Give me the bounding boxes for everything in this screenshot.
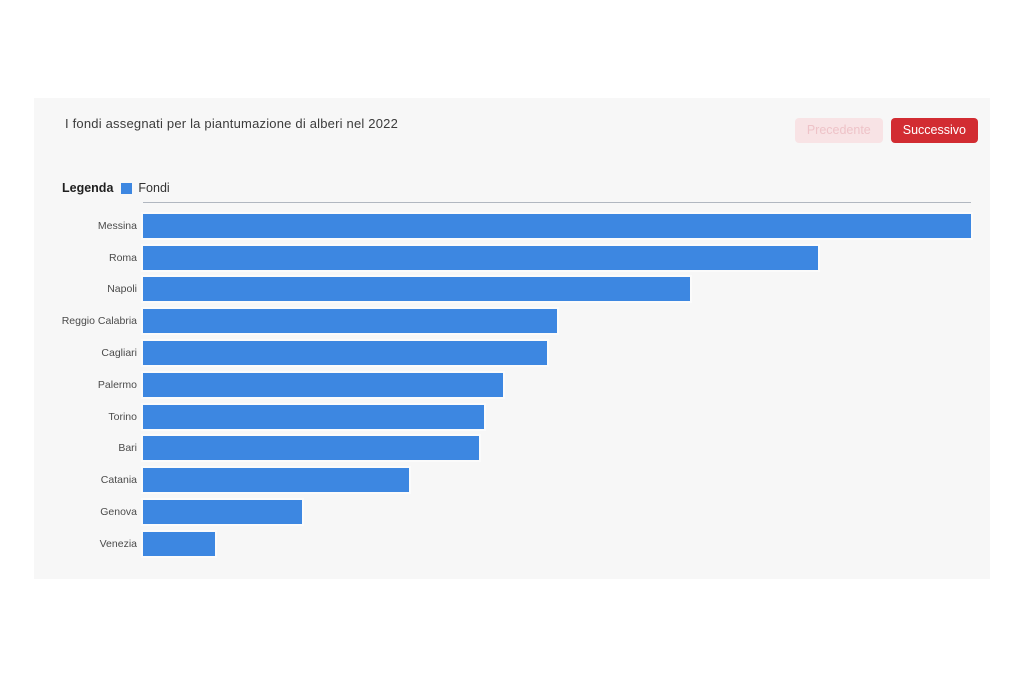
legend-title: Legenda: [62, 181, 114, 195]
chart-row: Cagliari: [34, 337, 990, 369]
bar-fondi: [143, 277, 691, 302]
chart-row: Torino: [34, 401, 990, 433]
chart-title: I fondi assegnati per la piantumazione d…: [65, 116, 399, 131]
chart-row: Catania: [34, 464, 990, 496]
category-label: Venezia: [99, 537, 137, 550]
chart-row: Roma: [34, 242, 990, 274]
category-label: Messina: [97, 219, 137, 232]
bar-track: [143, 309, 971, 334]
pagination-buttons: Precedente Successivo: [794, 118, 978, 143]
bar-fondi: [143, 309, 557, 334]
chart-card: I fondi assegnati per la piantumazione d…: [34, 98, 990, 579]
bar-track: [143, 500, 971, 525]
bar-track: [143, 372, 971, 397]
previous-button[interactable]: Precedente: [794, 118, 883, 143]
category-label: Catania: [100, 474, 137, 487]
bar-fondi: [143, 341, 548, 366]
legend-item-label: Fondi: [138, 181, 170, 195]
bar-fondi: [143, 468, 409, 493]
bar-fondi: [143, 436, 480, 461]
chart-row: Palermo: [34, 369, 990, 401]
bar-fondi: [143, 372, 504, 397]
category-label: Torino: [108, 410, 137, 423]
category-label: Reggio Calabria: [61, 315, 137, 328]
bar-track: [143, 277, 971, 302]
chart-row: Messina: [34, 210, 990, 242]
bar-track: [143, 404, 971, 429]
chart-rows: Messina Roma Napoli Reggio Calabria Cagliari…: [34, 203, 990, 560]
bar-fondi: [143, 213, 971, 238]
category-label: Bari: [118, 442, 137, 455]
bar-track: [143, 468, 971, 493]
bar-fondi: [143, 531, 216, 556]
category-label: Cagliari: [101, 347, 137, 360]
chart-row: Venezia: [34, 528, 990, 560]
chart-row: Genova: [34, 496, 990, 528]
card-header: I fondi assegnati per la piantumazione d…: [34, 98, 990, 143]
bar-track: [143, 531, 971, 556]
bar-fondi: [143, 245, 818, 270]
bar-track: [143, 341, 971, 366]
bar-track: [143, 213, 971, 238]
category-label: Genova: [100, 506, 137, 519]
bar-track: [143, 436, 971, 461]
bar-fondi: [143, 404, 485, 429]
category-label: Palermo: [97, 378, 137, 391]
bar-track: [143, 245, 971, 270]
category-label: Roma: [108, 251, 137, 264]
chart-row: Napoli: [34, 274, 990, 306]
legend-swatch-icon: [121, 182, 133, 194]
axis-top-line: [143, 202, 971, 203]
chart-row: Bari: [34, 433, 990, 465]
legend: Legenda Fondi: [62, 181, 990, 195]
bar-fondi: [143, 500, 302, 525]
category-label: Napoli: [107, 283, 137, 296]
chart-row: Reggio Calabria: [34, 305, 990, 337]
next-button[interactable]: Successivo: [890, 118, 978, 143]
bar-chart: Messina Roma Napoli Reggio Calabria Cagliari…: [34, 202, 990, 560]
